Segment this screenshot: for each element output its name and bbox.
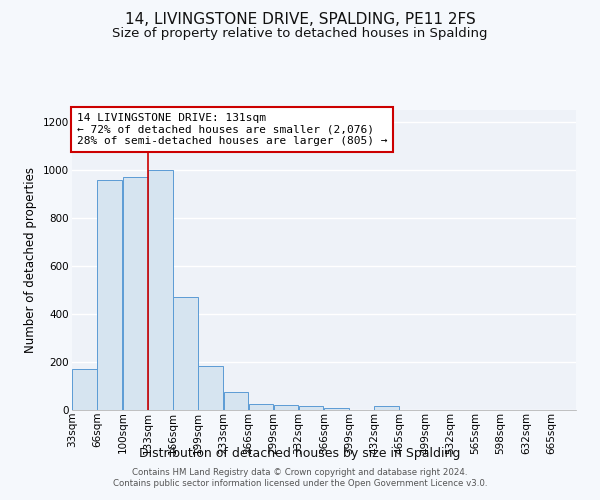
Bar	[123, 177, 148, 410]
Text: Size of property relative to detached houses in Spalding: Size of property relative to detached ho…	[112, 28, 488, 40]
Bar	[224, 392, 248, 410]
Bar	[325, 408, 349, 410]
Text: 14 LIVINGSTONE DRIVE: 131sqm
← 72% of detached houses are smaller (2,076)
28% of: 14 LIVINGSTONE DRIVE: 131sqm ← 72% of de…	[77, 113, 388, 146]
Text: Distribution of detached houses by size in Spalding: Distribution of detached houses by size …	[139, 448, 461, 460]
Bar	[97, 180, 122, 410]
Bar	[72, 369, 97, 410]
Bar	[299, 406, 323, 410]
Bar	[248, 404, 274, 410]
Y-axis label: Number of detached properties: Number of detached properties	[25, 167, 37, 353]
Bar	[374, 406, 399, 410]
Text: Contains HM Land Registry data © Crown copyright and database right 2024.
Contai: Contains HM Land Registry data © Crown c…	[113, 468, 487, 487]
Text: 14, LIVINGSTONE DRIVE, SPALDING, PE11 2FS: 14, LIVINGSTONE DRIVE, SPALDING, PE11 2F…	[125, 12, 475, 28]
Bar	[148, 170, 173, 410]
Bar	[173, 297, 197, 410]
Bar	[274, 405, 298, 410]
Bar	[198, 366, 223, 410]
